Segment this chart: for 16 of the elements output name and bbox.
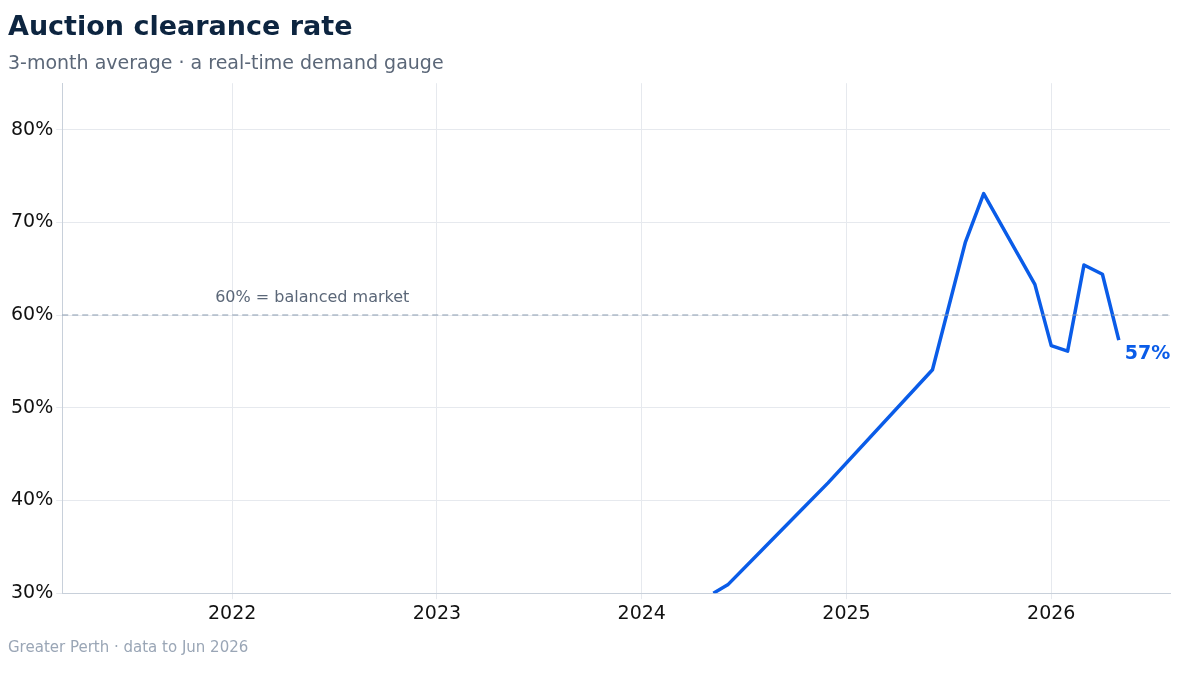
x-tick-label: 2023 [412, 600, 462, 623]
y-tick-label: 30% [11, 580, 54, 603]
y-tick-label: 60% [11, 301, 54, 324]
y-tick-label: 50% [11, 394, 54, 417]
y-tick-label: 40% [11, 487, 54, 510]
chart-subtitle: 3-month average · a real-time demand gauge [8, 50, 444, 73]
y-tick-label: 80% [11, 116, 54, 139]
annotation: 57% [1124, 340, 1171, 363]
ref-line-label: 60% = balanced market [215, 287, 410, 307]
x-tick-label: 2025 [822, 600, 871, 623]
x-tick-label: 2024 [617, 600, 666, 623]
text: Greater Perth · data to Jun 2026 [8, 638, 250, 656]
x-tick-label: 2022 [208, 600, 257, 623]
y-tick-label: 70% [11, 209, 54, 232]
chart-title: Auction clearance rate [8, 10, 353, 42]
x-tick-label: 2026 [1027, 600, 1076, 623]
